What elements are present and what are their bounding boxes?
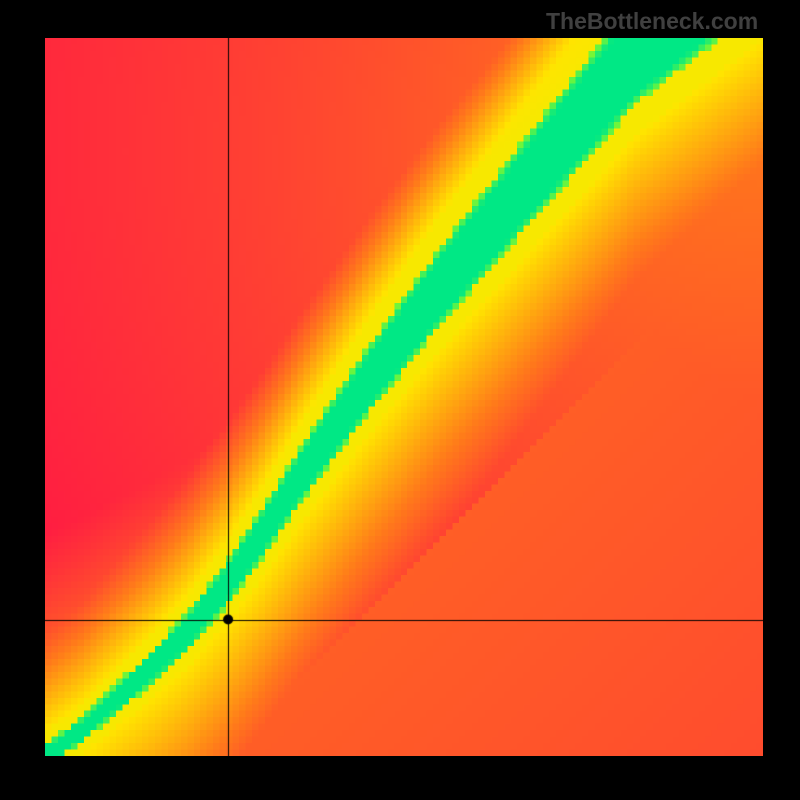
chart-container: TheBottleneck.com bbox=[0, 0, 800, 800]
bottleneck-heatmap bbox=[45, 38, 763, 756]
watermark-text: TheBottleneck.com bbox=[546, 8, 758, 35]
